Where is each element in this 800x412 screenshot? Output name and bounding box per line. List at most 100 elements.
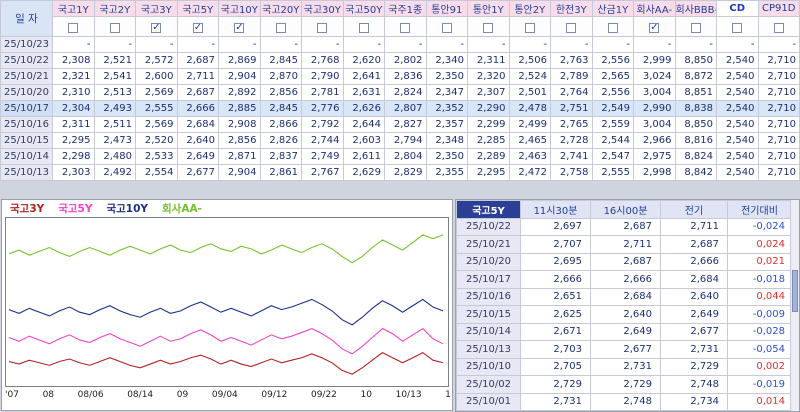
detail-diff-value: 0,002 xyxy=(727,357,792,376)
column-header-7[interactable]: 국고30Y xyxy=(301,0,344,17)
checkbox-cell[interactable] xyxy=(384,16,427,37)
detail-row[interactable]: 25/10/01 2,731 2,748 2,734 0,014 xyxy=(456,392,792,411)
table-row[interactable]: 25/10/14 2,298 2,480 2,533 2,649 2,871 2,837 2,… xyxy=(0,148,800,165)
column-checkbox-11[interactable] xyxy=(483,22,494,33)
column-checkbox-16[interactable] xyxy=(690,22,701,33)
column-checkbox-15[interactable] xyxy=(649,22,660,34)
cell-value: 2,304 xyxy=(52,100,95,117)
cell-value: 2,289 xyxy=(467,148,510,165)
detail-column-header-3[interactable]: 전기 xyxy=(660,200,728,219)
row-date: 25/10/23 xyxy=(0,36,53,53)
checkbox-cell[interactable] xyxy=(425,16,468,37)
checkbox-cell[interactable] xyxy=(633,16,676,37)
table-row[interactable]: 25/10/23- - - - - - - - - - - - - - - - - - xyxy=(0,36,800,53)
column-checkbox-7[interactable] xyxy=(317,22,328,33)
table-row[interactable]: 25/10/20 2,310 2,513 2,569 2,687 2,892 2,856 2,… xyxy=(0,84,800,101)
checkbox-cell[interactable] xyxy=(674,16,717,37)
column-header-3[interactable]: 국고3Y xyxy=(135,0,178,17)
column-checkbox-2[interactable] xyxy=(109,22,120,33)
checkbox-cell[interactable] xyxy=(342,16,385,37)
column-header-13[interactable]: 한전3Y xyxy=(550,0,593,17)
cell-value: - xyxy=(218,36,261,53)
cell-value: 2,340 xyxy=(425,52,468,69)
column-checkbox-9[interactable] xyxy=(400,22,411,33)
cell-value: - xyxy=(716,36,759,53)
chart-panel: 국고3Y 국고5Y 국고10Y 회사AA- '07 08 08/06 08/14 09 09/0… xyxy=(1,199,453,411)
column-checkbox-6[interactable] xyxy=(275,22,286,33)
column-header-14[interactable]: 산금1Y xyxy=(591,0,634,17)
column-checkbox-5[interactable] xyxy=(234,22,245,34)
checkbox-cell[interactable] xyxy=(716,16,759,37)
column-checkbox-4[interactable] xyxy=(192,22,203,34)
column-header-2[interactable]: 국고2Y xyxy=(93,0,136,17)
checkbox-cell[interactable] xyxy=(757,16,800,37)
detail-row[interactable]: 25/10/02 2,729 2,729 2,748 -0,019 xyxy=(456,375,792,394)
column-header-12[interactable]: 통안2Y xyxy=(508,0,551,17)
column-header-15[interactable]: 회사AA- xyxy=(633,0,676,17)
detail-column-header-4[interactable]: 전기대비 xyxy=(727,200,792,219)
column-checkbox-17[interactable] xyxy=(732,22,743,33)
detail-row[interactable]: 25/10/10 2,705 2,731 2,729 0,002 xyxy=(456,357,792,376)
checkbox-cell[interactable] xyxy=(218,16,261,37)
detail-row[interactable]: 25/10/22 2,697 2,687 2,711 -0,024 xyxy=(456,217,792,236)
cell-value: 2,870 xyxy=(259,68,302,85)
checkbox-cell[interactable] xyxy=(52,16,95,37)
checkbox-cell[interactable] xyxy=(550,16,593,37)
column-checkbox-8[interactable] xyxy=(358,22,369,33)
detail-row[interactable]: 25/10/14 2,671 2,649 2,677 -0,028 xyxy=(456,322,792,341)
detail-diff-value: 0,021 xyxy=(727,252,792,271)
column-checkbox-1[interactable] xyxy=(68,22,79,33)
detail-column-header-2[interactable]: 16시00분 xyxy=(590,200,661,219)
checkbox-cell[interactable] xyxy=(135,16,178,37)
column-header-11[interactable]: 통안1Y xyxy=(467,0,510,17)
cell-value: 2,885 xyxy=(218,100,261,117)
checkbox-cell[interactable] xyxy=(508,16,551,37)
column-header-1[interactable]: 국고1Y xyxy=(52,0,95,17)
cell-value: - xyxy=(135,36,178,53)
detail-row[interactable]: 25/10/20 2,695 2,687 2,666 0,021 xyxy=(456,252,792,271)
column-checkbox-10[interactable] xyxy=(441,22,452,33)
column-header-9[interactable]: 국주1종 xyxy=(384,0,427,17)
table-row[interactable]: 25/10/22 2,308 2,521 2,572 2,687 2,869 2,845 2,… xyxy=(0,52,800,69)
table-row[interactable]: 25/10/17 2,304 2,493 2,555 2,666 2,885 2,845 2,… xyxy=(0,100,800,117)
column-checkbox-12[interactable] xyxy=(524,22,535,33)
column-checkbox-18[interactable] xyxy=(773,22,784,33)
checkbox-cell[interactable] xyxy=(176,16,219,37)
column-header-10[interactable]: 통안91 xyxy=(425,0,468,17)
column-header-4[interactable]: 국고5Y xyxy=(176,0,219,17)
checkbox-cell[interactable] xyxy=(467,16,510,37)
detail-column-header-1[interactable]: 11시30분 xyxy=(520,200,591,219)
column-checkbox-3[interactable] xyxy=(151,22,162,34)
table-row[interactable]: 25/10/16 2,311 2,511 2,569 2,684 2,908 2,866 2,… xyxy=(0,116,800,133)
column-header-16[interactable]: 회사BBB- xyxy=(674,0,717,17)
detail-row[interactable]: 25/10/21 2,707 2,711 2,687 0,024 xyxy=(456,235,792,254)
cell-value: 2,311 xyxy=(52,116,95,133)
column-header-5[interactable]: 국고10Y xyxy=(218,0,261,17)
cell-value: 2,794 xyxy=(384,132,427,149)
column-header-8[interactable]: 국고50Y xyxy=(342,0,385,17)
cell-value: 2,290 xyxy=(467,100,510,117)
checkbox-cell[interactable] xyxy=(591,16,634,37)
column-header-17[interactable]: CD xyxy=(716,0,759,17)
detail-row[interactable]: 25/10/17 2,666 2,666 2,684 -0,018 xyxy=(456,270,792,289)
detail-diff-value: -0,019 xyxy=(727,375,792,394)
table-row[interactable]: 25/10/13 2,303 2,492 2,554 2,677 2,904 2,861 2,… xyxy=(0,164,800,181)
detail-row[interactable]: 25/10/13 2,703 2,677 2,731 -0,054 xyxy=(456,340,792,359)
date-column-header[interactable]: 일 자 xyxy=(0,0,53,37)
table-row[interactable]: 25/10/21 2,321 2,541 2,600 2,711 2,904 2,870 2,… xyxy=(0,68,800,85)
detail-title[interactable]: 국고5Y xyxy=(456,200,521,219)
scrollbar-thumb[interactable] xyxy=(792,270,798,312)
column-header-6[interactable]: 국고20Y xyxy=(259,0,302,17)
detail-row[interactable]: 25/10/16 2,651 2,684 2,640 0,044 xyxy=(456,287,792,306)
checkbox-cell[interactable] xyxy=(259,16,302,37)
detail-scrollbar[interactable] xyxy=(790,200,799,411)
detail-row[interactable]: 25/10/15 2,625 2,640 2,649 -0,009 xyxy=(456,305,792,324)
table-row[interactable]: 25/10/15 2,295 2,473 2,520 2,640 2,856 2,826 2,… xyxy=(0,132,800,149)
column-header-18[interactable]: CP91D xyxy=(757,0,800,17)
column-checkbox-13[interactable] xyxy=(566,22,577,33)
cell-value: 2,829 xyxy=(384,164,427,181)
column-checkbox-14[interactable] xyxy=(607,22,618,33)
checkbox-cell[interactable] xyxy=(301,16,344,37)
checkbox-cell[interactable] xyxy=(93,16,136,37)
detail-panel: 국고5Y 11시30분 16시00분 전기 전기대비 25/10/22 2,697 2,687… xyxy=(455,199,800,412)
